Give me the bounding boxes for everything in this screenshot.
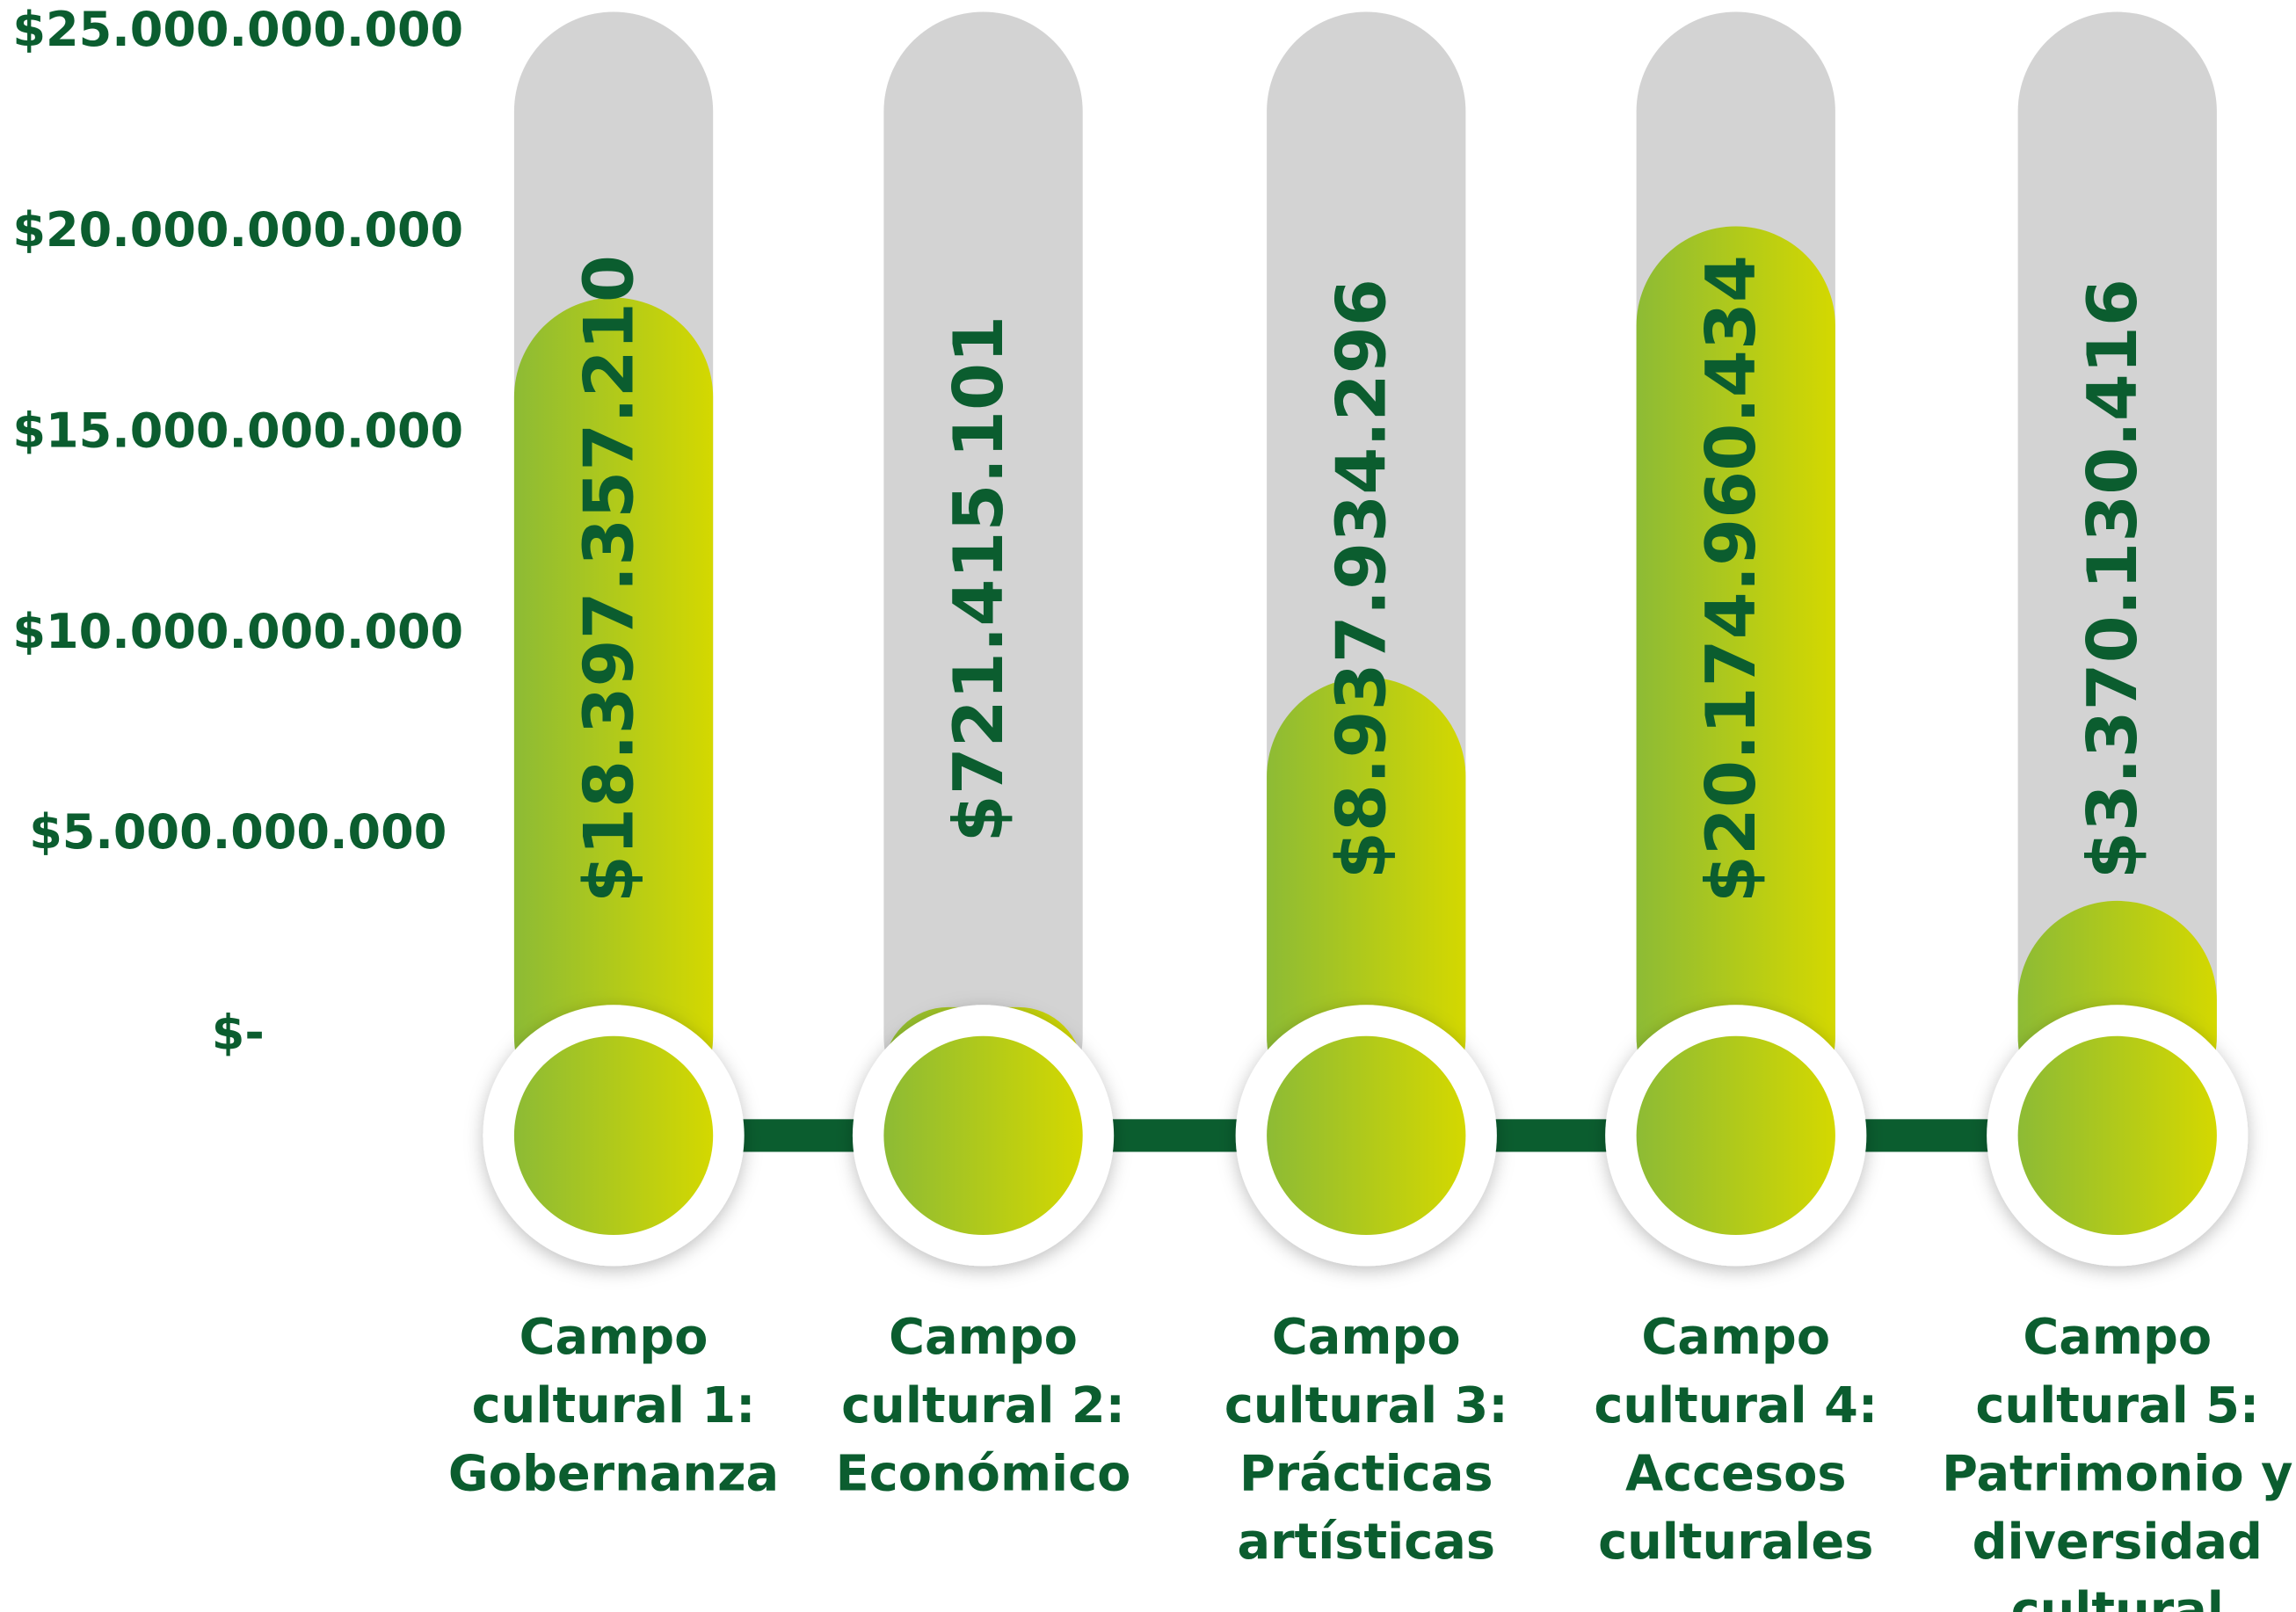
bar-track [883,11,1083,1136]
bar [1636,226,1835,1136]
node [1636,1035,1835,1236]
value-label: $8.937.934.296 [1323,279,1402,879]
connector [732,1119,865,1152]
x-tick-label: Campo cultural 2: Económico [835,1307,1131,1503]
connector [1485,1119,1617,1152]
node [1267,1035,1466,1236]
x-tick-label: Campo cultural 4: Accesos culturales [1594,1307,1878,1571]
bar [513,297,714,1136]
y-tick-label: $- [212,1005,265,1060]
value-label: $18.397.357.210 [570,255,650,903]
y-tick-label: $25.000.000.000 [12,2,463,57]
value-label: $3.370.130.416 [2074,279,2153,879]
y-tick-label: $10.000.000.000 [12,604,463,659]
category-label-box: Campo cultural 4: Accesos culturales [1594,1307,1878,1571]
y-tick-label: $15.000.000.000 [12,403,463,458]
value-label: $721.415.101 [940,316,1019,842]
bar-track [2017,11,2217,1136]
node [513,1035,714,1236]
category-label-box: Campo cultural 5: Patrimonio y diversida… [1942,1307,2293,1612]
value-label: $20.174.960.434 [1692,255,1771,903]
connector [1101,1119,1248,1152]
category-label-box: Campo cultural 2: Económico [835,1307,1131,1503]
connector [1854,1119,1999,1152]
x-tick-label: Campo cultural 5: Patrimonio y diversida… [1942,1307,2293,1612]
category-label-box: Campo cultural 1: Gobernanza [447,1307,780,1503]
y-tick-label: $20.000.000.000 [12,202,463,258]
category-label-box: Campo cultural 3: Prácticas artísticas [1224,1307,1508,1571]
node [883,1035,1083,1236]
node [2017,1035,2217,1236]
x-tick-label: Campo cultural 1: Gobernanza [447,1307,780,1503]
y-tick-label: $5.000.000.000 [29,804,447,860]
x-tick-label: Campo cultural 3: Prácticas artísticas [1224,1307,1508,1571]
